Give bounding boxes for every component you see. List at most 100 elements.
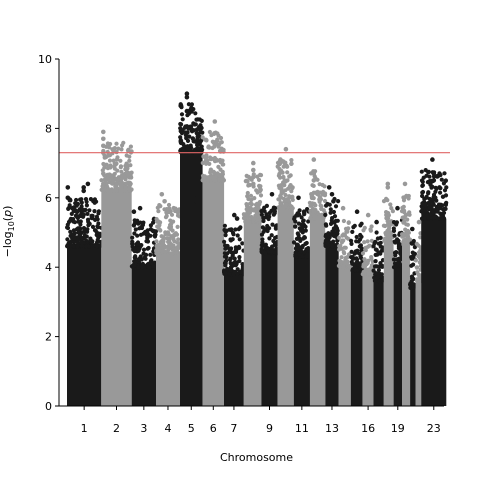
- data-point: [343, 245, 348, 250]
- data-point: [169, 212, 175, 217]
- y-tick-label: 8: [45, 122, 52, 135]
- data-point: [103, 155, 109, 160]
- data-point: [273, 235, 278, 240]
- data-point: [368, 228, 373, 233]
- notable-point: [212, 119, 218, 124]
- data-point: [415, 270, 420, 275]
- notable-point: [184, 94, 190, 100]
- data-point: [235, 233, 240, 238]
- data-point: [212, 131, 217, 136]
- data-point: [289, 158, 294, 163]
- data-point: [186, 102, 191, 107]
- data-point: [428, 199, 433, 204]
- data-point: [256, 177, 262, 182]
- data-point: [210, 139, 215, 144]
- data-point: [146, 245, 151, 251]
- notable-point: [137, 205, 143, 211]
- chromosome-15-dense-region: [350, 270, 363, 406]
- data-point: [204, 161, 209, 166]
- data-point: [369, 238, 374, 243]
- chromosome-4-points: [154, 202, 182, 406]
- data-point: [80, 207, 85, 212]
- data-point: [137, 257, 142, 262]
- data-point: [366, 258, 371, 263]
- notable-point: [162, 199, 167, 204]
- chromosome-16-dense-region: [362, 274, 374, 406]
- data-point: [289, 189, 294, 194]
- data-point: [114, 141, 119, 146]
- data-point: [119, 184, 124, 189]
- data-point: [191, 128, 196, 133]
- notable-point: [432, 195, 438, 201]
- y-tick-label: 10: [38, 53, 52, 66]
- data-point: [225, 266, 230, 271]
- data-point: [195, 136, 200, 141]
- x-axis-label: Chromosome: [220, 451, 293, 464]
- notable-point: [101, 188, 106, 194]
- data-point: [83, 197, 89, 202]
- data-point: [427, 174, 432, 179]
- notable-point: [283, 146, 289, 152]
- data-point: [310, 183, 315, 188]
- data-point: [296, 233, 301, 238]
- data-point: [440, 214, 446, 219]
- data-point: [222, 251, 227, 256]
- data-point: [384, 212, 389, 218]
- data-point: [304, 240, 309, 246]
- data-point: [94, 230, 99, 235]
- data-point: [233, 263, 238, 268]
- data-point: [391, 257, 396, 262]
- data-point: [79, 197, 84, 202]
- data-point: [207, 129, 212, 135]
- data-point: [237, 255, 242, 260]
- data-point: [261, 243, 267, 248]
- data-point: [183, 130, 188, 135]
- data-point: [141, 247, 147, 252]
- data-point: [106, 145, 112, 150]
- data-point: [438, 190, 443, 195]
- data-point: [188, 109, 193, 114]
- data-point: [79, 240, 84, 245]
- data-point: [431, 215, 437, 220]
- chromosome-8-points: [241, 172, 264, 406]
- notable-point: [340, 205, 346, 211]
- notable-point: [184, 178, 190, 183]
- data-point: [392, 233, 397, 238]
- data-point: [378, 261, 383, 266]
- data-point: [440, 194, 445, 199]
- data-point: [130, 235, 135, 240]
- data-point: [87, 221, 92, 226]
- data-point: [303, 224, 308, 229]
- x-tick-label: 11: [295, 422, 309, 435]
- data-point: [321, 208, 326, 213]
- data-point: [390, 209, 395, 214]
- notable-point: [101, 136, 106, 142]
- data-point: [193, 149, 198, 154]
- notable-point: [165, 209, 170, 214]
- notable-point: [329, 192, 335, 197]
- data-point: [194, 131, 199, 136]
- notable-point: [354, 209, 360, 214]
- data-point: [132, 249, 137, 254]
- data-point: [362, 264, 367, 269]
- data-point: [315, 216, 320, 221]
- notable-point: [311, 209, 317, 214]
- data-point: [360, 272, 365, 277]
- data-point: [339, 255, 344, 260]
- data-point: [138, 232, 144, 237]
- data-point: [83, 207, 88, 212]
- data-point: [168, 218, 173, 223]
- data-point: [222, 269, 227, 274]
- data-point: [283, 160, 288, 165]
- data-point: [439, 177, 444, 182]
- data-point: [352, 223, 357, 228]
- data-point: [198, 140, 203, 145]
- data-point: [309, 192, 314, 197]
- data-point: [389, 206, 394, 211]
- data-point: [130, 239, 135, 244]
- data-point: [102, 162, 107, 167]
- data-point: [293, 219, 298, 224]
- chromosome-10-dense-region: [277, 208, 294, 406]
- data-point: [246, 174, 251, 179]
- x-tick-label: 4: [164, 422, 171, 435]
